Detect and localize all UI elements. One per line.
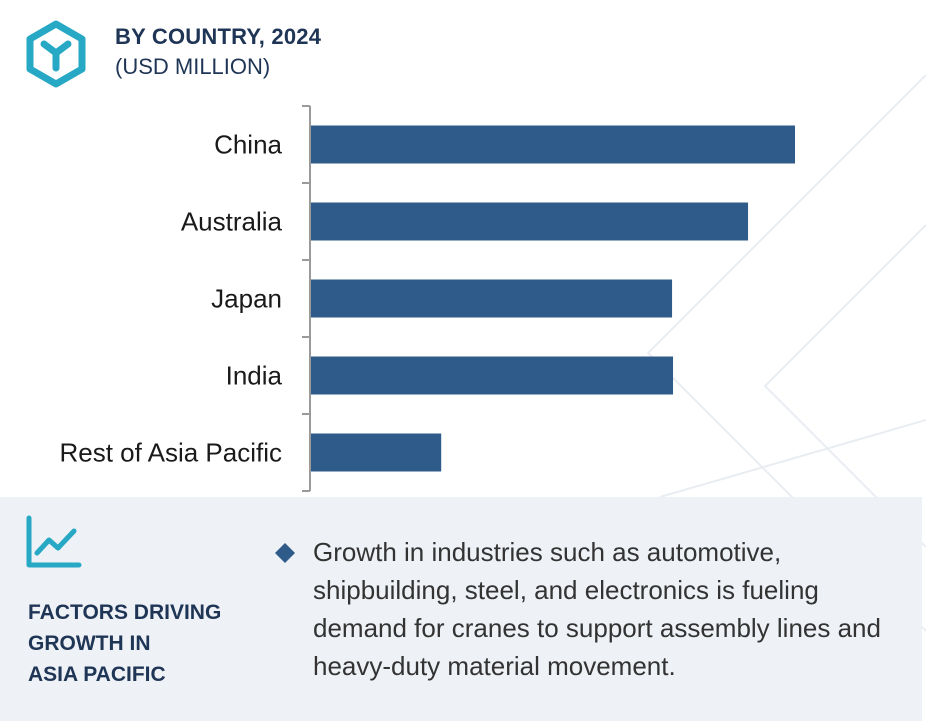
category-label: Australia xyxy=(181,207,283,237)
factors-panel: FACTORS DRIVING GROWTH IN ASIA PACIFIC G… xyxy=(0,497,922,721)
category-label: Japan xyxy=(211,284,282,314)
factor-bullet-text: Growth in industries such as automotive,… xyxy=(313,537,881,681)
bar xyxy=(311,279,673,318)
bar-chart: China Australia Japan India Rest of Asia Pac… xyxy=(59,105,795,492)
factors-title-line: ASIA PACIFIC xyxy=(28,663,166,686)
diamond-bullet-icon xyxy=(275,543,295,563)
bar xyxy=(311,433,442,472)
bar xyxy=(311,356,674,395)
category-label: Rest of Asia Pacific xyxy=(59,438,282,468)
bar xyxy=(311,125,795,164)
category-label: India xyxy=(226,361,283,391)
chart-subtitle: (USD MILLION) xyxy=(115,54,271,79)
factors-title: FACTORS DRIVING GROWTH IN ASIA PACIFIC xyxy=(28,597,258,690)
line-chart-icon xyxy=(26,515,82,568)
bar xyxy=(311,202,749,241)
chart-title: BY COUNTRY, 2024 xyxy=(115,24,322,49)
category-label: China xyxy=(214,130,282,160)
hexagon-y-logo-icon xyxy=(26,20,86,88)
factors-title-line: FACTORS DRIVING xyxy=(28,601,222,624)
factors-title-line: GROWTH IN xyxy=(28,632,151,655)
